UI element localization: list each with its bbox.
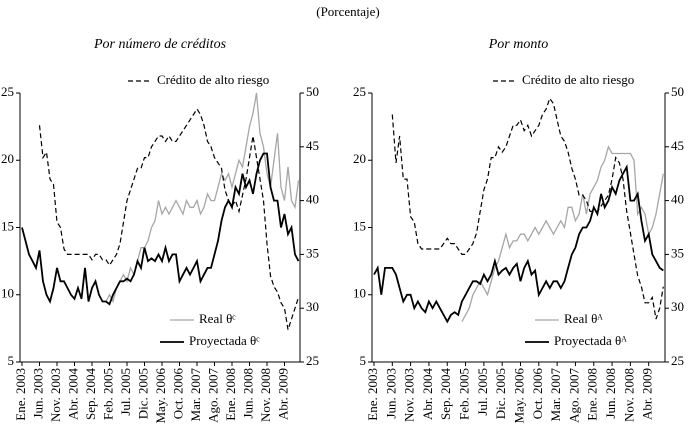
x-tick-label: Nov. 2003 (48, 368, 63, 422)
y-tick-label: 15 (1, 218, 14, 233)
x-tick-label: Abr. 2009 (275, 368, 290, 420)
y-tick-label: 10 (353, 286, 366, 301)
x-tick-label: Ago. 2007 (566, 368, 581, 423)
y-tick-label: 5 (360, 353, 367, 368)
x-tick-label: Ago. 2007 (205, 368, 220, 423)
series-line (21, 152, 300, 306)
series-line (461, 145, 664, 322)
y2-tick-label: 45 (671, 138, 684, 153)
y-tick-label: 10 (1, 286, 14, 301)
y2-tick-label: 25 (671, 353, 684, 368)
x-tick-label: Ene. 2008 (585, 368, 600, 421)
x-tick-label: Jun. 2003 (30, 368, 45, 419)
x-tick-label: Dic. 2005 (493, 368, 508, 419)
x-tick-label: Jun. 2003 (383, 368, 398, 419)
header: (Porcentaje) (316, 4, 380, 19)
series-line (373, 164, 664, 324)
chart-title: Por monto (488, 37, 549, 52)
y-tick-label: 25 (353, 84, 366, 99)
x-tick-label: Mar. 2007 (188, 368, 203, 422)
x-tick-label: Ene. 2008 (223, 368, 238, 421)
x-tick-label: Jun. 2008 (240, 368, 255, 419)
y2-tick-label: 35 (306, 245, 319, 260)
y2-tick-label: 50 (306, 84, 319, 99)
legend-label: Real θᶜ (199, 311, 236, 326)
legend-label: Crédito de alto riesgo (157, 72, 269, 87)
x-tick-label: May. 2006 (153, 368, 168, 424)
x-tick-label: May. 2006 (511, 368, 526, 424)
legend-label: Real θᴬ (564, 311, 603, 326)
legend-label: Proyectada θᴬ (554, 333, 627, 348)
x-tick-label: Abr. 2004 (420, 368, 435, 421)
y2-tick-label: 40 (306, 192, 319, 207)
y2-tick-label: 30 (306, 299, 319, 314)
x-tick-label: Sep. 2004 (83, 368, 98, 421)
x-tick-label: Jul. 2005 (475, 368, 490, 416)
x-tick-label: Nov. 2003 (402, 368, 417, 422)
x-tick-label: Ene. 2003 (13, 368, 28, 421)
y2-tick-label: 40 (671, 192, 684, 207)
x-tick-label: Abr. 2009 (640, 368, 655, 420)
y2-tick-label: 35 (671, 245, 684, 260)
x-tick-label: Oct. 2006 (170, 368, 185, 420)
x-tick-label: Ene. 2003 (365, 368, 380, 421)
x-tick-label: Jun. 2008 (603, 368, 618, 419)
legend-label: Crédito de alto riesgo (522, 72, 634, 87)
legend-label: Proyectada θᶜ (189, 333, 260, 348)
x-tick-label: Feb. 2005 (100, 368, 115, 420)
x-tick-label: Abr. 2004 (65, 368, 80, 421)
x-tick-label: Jul. 2005 (118, 368, 133, 416)
x-tick-label: Oct. 2006 (530, 368, 545, 420)
y-tick-label: 20 (353, 151, 366, 166)
series-line (38, 107, 300, 330)
y-tick-label: 5 (8, 353, 15, 368)
y2-tick-label: 50 (671, 84, 684, 99)
chart-title: Por número de créditos (93, 37, 227, 52)
x-tick-label: Mar. 2007 (548, 368, 563, 422)
x-tick-label: Sep. 2004 (438, 368, 453, 421)
y-tick-label: 15 (353, 218, 366, 233)
y2-tick-label: 25 (306, 353, 319, 368)
series-line (391, 97, 664, 320)
x-tick-label: Nov. 2008 (621, 368, 636, 422)
y-tick-label: 25 (1, 84, 14, 99)
x-tick-label: Feb. 2005 (457, 368, 472, 420)
x-tick-label: Nov. 2008 (258, 368, 273, 422)
y2-tick-label: 30 (671, 299, 684, 314)
y2-tick-label: 45 (306, 138, 319, 153)
x-tick-label: Dic. 2005 (135, 368, 150, 419)
y-tick-label: 20 (1, 151, 14, 166)
series-line (105, 92, 300, 304)
